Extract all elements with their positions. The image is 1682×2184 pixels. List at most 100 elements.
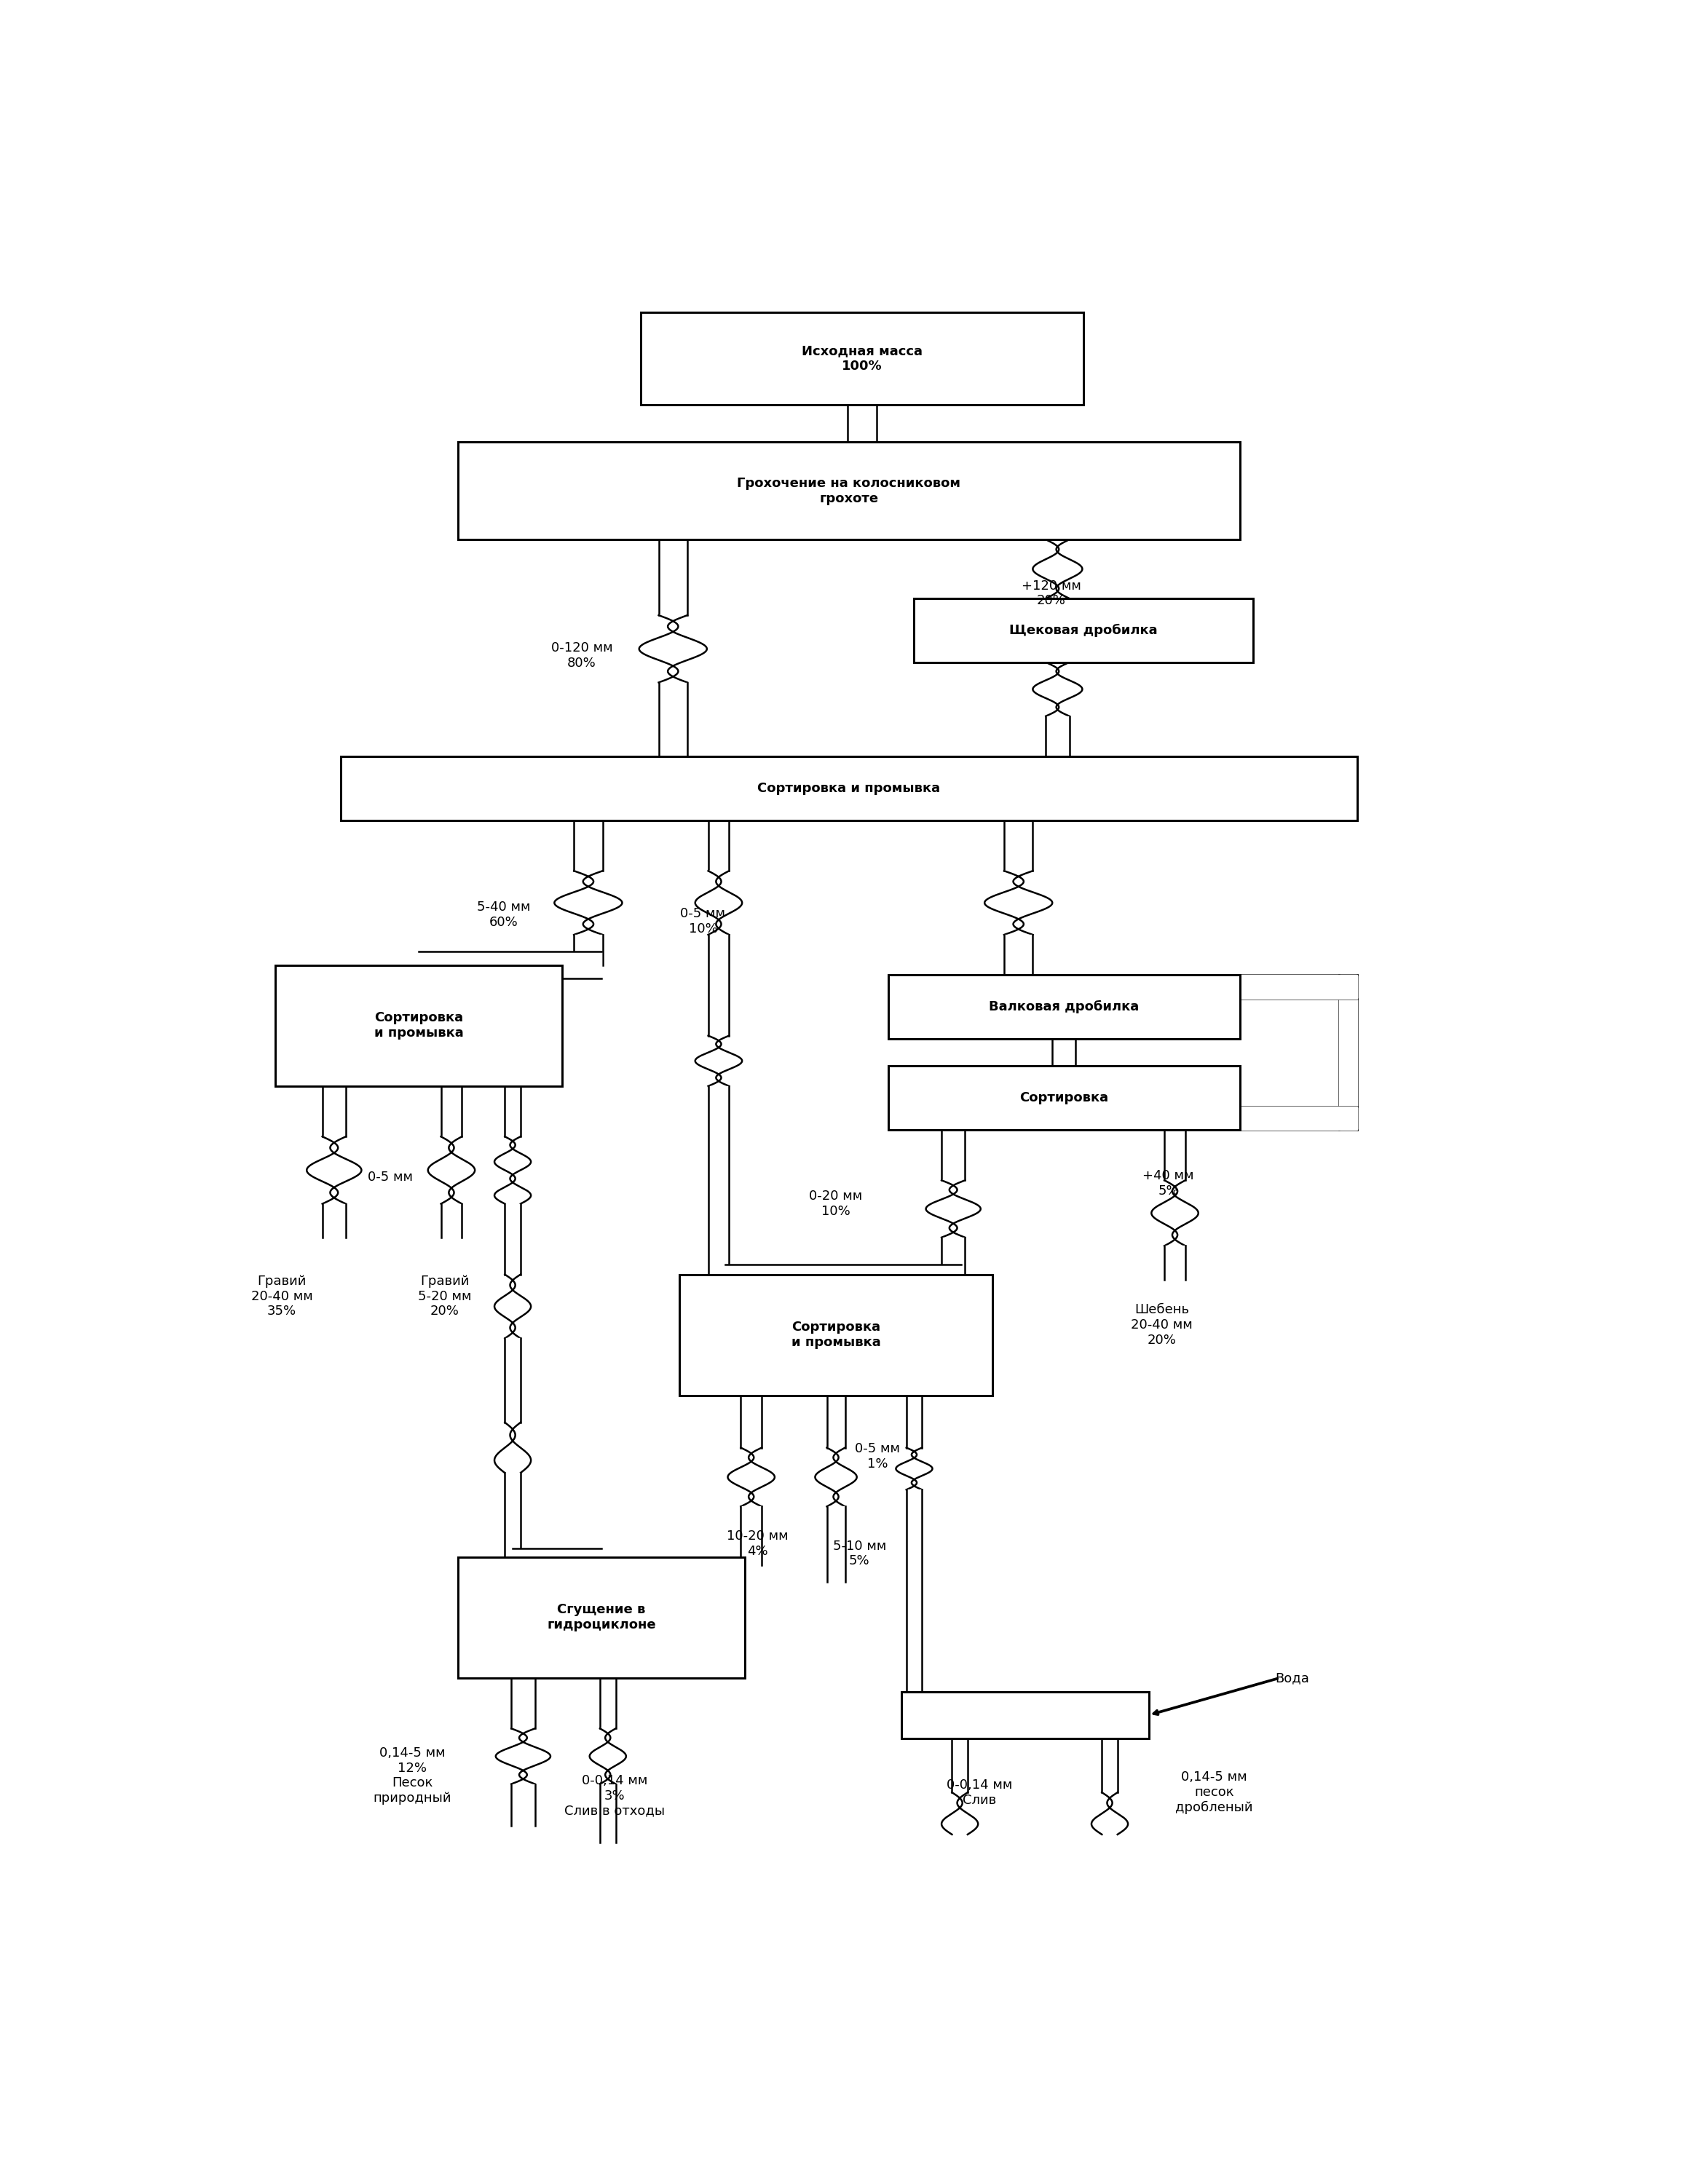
Bar bbox=[888, 1066, 1240, 1129]
Polygon shape bbox=[1046, 716, 1070, 756]
Polygon shape bbox=[513, 1548, 602, 1566]
Polygon shape bbox=[555, 871, 622, 935]
Polygon shape bbox=[828, 1507, 844, 1581]
Text: 10-20 мм
4%: 10-20 мм 4% bbox=[727, 1529, 789, 1557]
Polygon shape bbox=[1339, 974, 1357, 1129]
Text: +120 мм
20%: +120 мм 20% bbox=[1021, 579, 1082, 607]
Polygon shape bbox=[495, 1275, 532, 1339]
Polygon shape bbox=[511, 1784, 535, 1826]
Polygon shape bbox=[728, 1448, 775, 1507]
Polygon shape bbox=[1102, 1738, 1117, 1793]
Bar bbox=[340, 756, 1357, 821]
Polygon shape bbox=[897, 1448, 932, 1489]
Text: Сортировка
и промывка: Сортировка и промывка bbox=[373, 1011, 464, 1040]
Polygon shape bbox=[1164, 1245, 1186, 1280]
Polygon shape bbox=[639, 616, 706, 681]
Text: Грохочение на колосниковом
грохоте: Грохочение на колосниковом грохоте bbox=[737, 476, 960, 505]
Text: 5-40 мм
60%: 5-40 мм 60% bbox=[476, 900, 530, 928]
Text: Сортировка и промывка: Сортировка и промывка bbox=[757, 782, 940, 795]
Polygon shape bbox=[659, 539, 688, 616]
Polygon shape bbox=[740, 1396, 762, 1448]
Text: Шебень
20-40 мм
20%: Шебень 20-40 мм 20% bbox=[1130, 1304, 1193, 1348]
Polygon shape bbox=[590, 1728, 626, 1784]
Polygon shape bbox=[427, 1136, 474, 1203]
Text: 0,14-5 мм
песок
дробленый: 0,14-5 мм песок дробленый bbox=[1176, 1771, 1253, 1815]
Polygon shape bbox=[505, 1203, 520, 1275]
Text: 0,14-5 мм
12%
Песок
природный: 0,14-5 мм 12% Песок природный bbox=[373, 1747, 451, 1804]
Polygon shape bbox=[505, 1339, 520, 1422]
Polygon shape bbox=[1033, 539, 1082, 598]
Polygon shape bbox=[695, 1035, 742, 1085]
Polygon shape bbox=[1164, 1129, 1186, 1179]
Text: 5-10 мм
5%: 5-10 мм 5% bbox=[833, 1540, 886, 1568]
Text: 0-5 мм: 0-5 мм bbox=[368, 1171, 412, 1184]
Polygon shape bbox=[708, 1085, 728, 1275]
Polygon shape bbox=[441, 1085, 463, 1136]
Text: 0-20 мм
10%: 0-20 мм 10% bbox=[809, 1190, 863, 1219]
Text: Вода: Вода bbox=[1275, 1671, 1309, 1684]
Text: Сгущение в
гидроциклоне: Сгущение в гидроциклоне bbox=[547, 1603, 656, 1631]
Bar bbox=[902, 1693, 1149, 1738]
Polygon shape bbox=[942, 1238, 965, 1275]
Text: Исходная масса
100%: Исходная масса 100% bbox=[802, 345, 922, 373]
Polygon shape bbox=[725, 1265, 960, 1284]
Polygon shape bbox=[505, 1472, 520, 1557]
Text: 0-120 мм
80%: 0-120 мм 80% bbox=[552, 642, 612, 670]
Text: 0-5 мм
10%: 0-5 мм 10% bbox=[681, 906, 725, 935]
Polygon shape bbox=[659, 681, 688, 756]
Polygon shape bbox=[708, 935, 728, 1035]
Polygon shape bbox=[495, 1136, 532, 1203]
Polygon shape bbox=[1046, 598, 1070, 662]
Polygon shape bbox=[907, 1489, 922, 1695]
Text: Гравий
20-40 мм
35%: Гравий 20-40 мм 35% bbox=[251, 1275, 313, 1317]
Text: +40 мм
5%: +40 мм 5% bbox=[1142, 1168, 1194, 1197]
Polygon shape bbox=[1053, 1040, 1076, 1066]
Text: Сортировка: Сортировка bbox=[1019, 1092, 1108, 1105]
Polygon shape bbox=[695, 871, 742, 935]
Polygon shape bbox=[323, 1085, 346, 1136]
Polygon shape bbox=[574, 821, 602, 871]
Bar bbox=[680, 1275, 992, 1396]
Polygon shape bbox=[708, 821, 728, 871]
Polygon shape bbox=[306, 1136, 362, 1203]
Polygon shape bbox=[1092, 1793, 1129, 1835]
Text: 0-0,14 мм
Слив: 0-0,14 мм Слив bbox=[947, 1778, 1013, 1806]
Polygon shape bbox=[1240, 1107, 1357, 1129]
Polygon shape bbox=[925, 1179, 981, 1238]
Text: Сортировка
и промывка: Сортировка и промывка bbox=[791, 1321, 881, 1350]
Polygon shape bbox=[942, 1793, 977, 1835]
Polygon shape bbox=[574, 935, 602, 965]
Bar bbox=[276, 965, 562, 1085]
Polygon shape bbox=[441, 1203, 463, 1238]
Text: 0-0,14 мм
3%
Слив в отходы: 0-0,14 мм 3% Слив в отходы bbox=[563, 1773, 664, 1817]
Polygon shape bbox=[511, 1677, 535, 1728]
Polygon shape bbox=[600, 1784, 616, 1843]
Polygon shape bbox=[1004, 821, 1033, 871]
Polygon shape bbox=[1240, 974, 1357, 998]
Polygon shape bbox=[419, 952, 602, 978]
Text: Валковая дробилка: Валковая дробилка bbox=[989, 1000, 1139, 1013]
Polygon shape bbox=[848, 404, 876, 441]
Bar bbox=[888, 974, 1240, 1040]
Polygon shape bbox=[496, 1728, 550, 1784]
Polygon shape bbox=[942, 1129, 965, 1179]
Polygon shape bbox=[740, 1507, 762, 1566]
Polygon shape bbox=[505, 1085, 520, 1136]
Bar bbox=[641, 312, 1083, 404]
Text: Щековая дробилка: Щековая дробилка bbox=[1009, 625, 1157, 638]
Bar bbox=[915, 598, 1253, 662]
Polygon shape bbox=[952, 1738, 967, 1793]
Text: Гравий
5-20 мм
20%: Гравий 5-20 мм 20% bbox=[419, 1275, 471, 1317]
Polygon shape bbox=[984, 871, 1053, 935]
Polygon shape bbox=[495, 1422, 532, 1472]
Polygon shape bbox=[1033, 662, 1082, 716]
Polygon shape bbox=[600, 1677, 616, 1728]
Polygon shape bbox=[828, 1396, 844, 1448]
Text: 0-5 мм
1%: 0-5 мм 1% bbox=[854, 1441, 900, 1470]
Polygon shape bbox=[1152, 1179, 1198, 1245]
Polygon shape bbox=[816, 1448, 856, 1507]
Polygon shape bbox=[323, 1203, 346, 1238]
Polygon shape bbox=[907, 1396, 922, 1448]
Polygon shape bbox=[1004, 935, 1033, 974]
Bar bbox=[458, 441, 1240, 539]
